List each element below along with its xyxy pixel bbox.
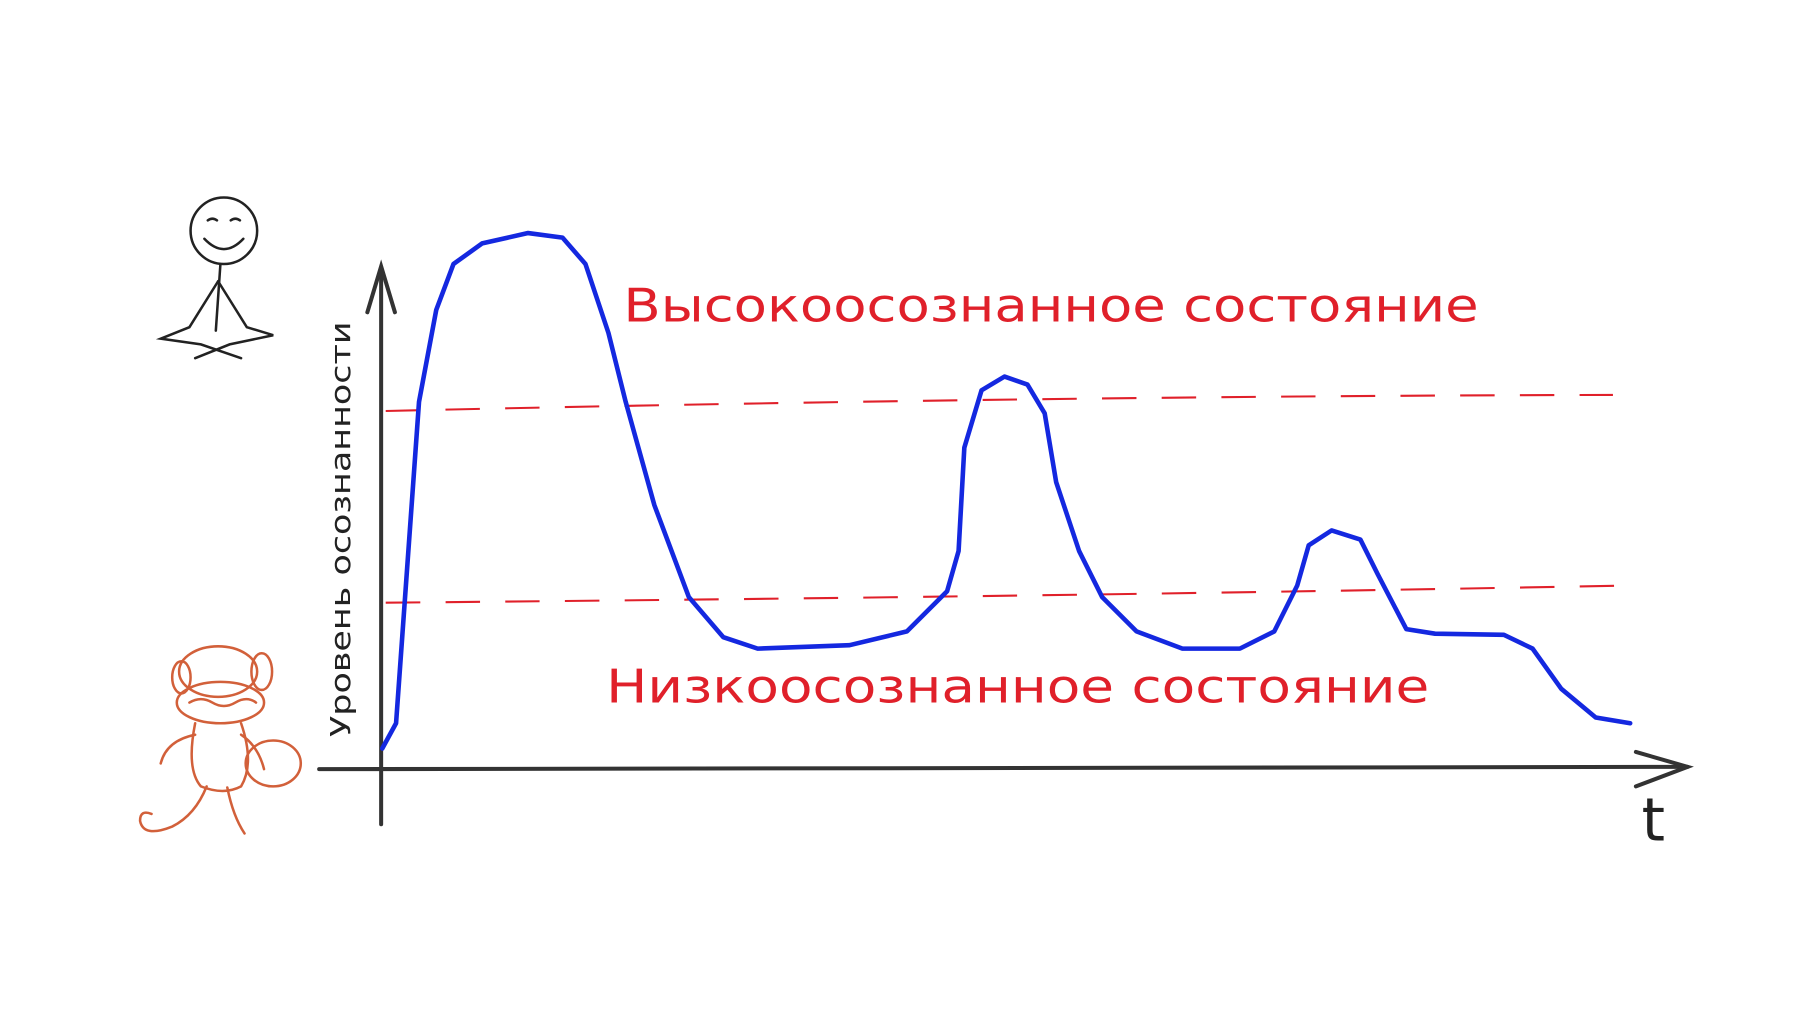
y-axis-arrow [365,259,397,315]
x-axis [317,764,1690,772]
canvas: Высокоосознанное состояние Низкоосознанн… [138,196,1694,855]
x-axis-arrow [1633,749,1694,789]
high-threshold [385,393,1613,413]
high-state-label: Высокоосознанное состояние [623,278,1478,332]
x-axis-label: t [1642,786,1665,855]
low-state-label: Низкоосознанное состояние [606,660,1429,714]
meditating-figure [155,196,274,360]
monkey [138,645,303,835]
y-axis-label: Уровень осознанности [325,321,357,737]
thresholds [385,393,1631,604]
awareness-curve [379,230,1633,751]
axes [317,259,1694,827]
low-threshold [385,584,1631,604]
